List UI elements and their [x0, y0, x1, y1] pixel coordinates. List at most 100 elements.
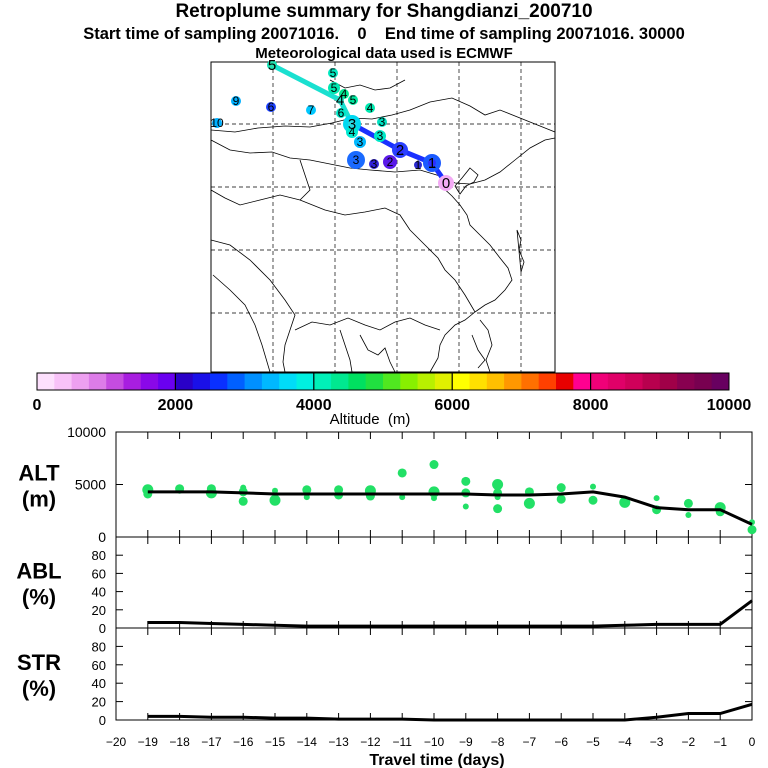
- trajectory-day-label: 3: [348, 116, 356, 133]
- trajectory-day-label: 2: [396, 142, 404, 159]
- cluster-label: 3: [371, 157, 378, 171]
- x-tick-label: −10: [424, 735, 445, 749]
- trajectory-day-marker: [336, 96, 344, 104]
- cluster-marker: [374, 130, 386, 142]
- trajectory-day-label: 1: [428, 155, 436, 172]
- colorbar-cell: [37, 373, 55, 390]
- colorbar-tick-label: 0: [33, 397, 42, 414]
- y-tick-label: 0: [98, 529, 106, 545]
- y-tick-label: 40: [92, 676, 106, 691]
- cluster-altitude-point: [683, 498, 693, 508]
- cluster-altitude-point: [619, 496, 631, 508]
- colorbar-cell: [106, 373, 124, 390]
- cluster-label: 3: [353, 153, 360, 167]
- colorbar-cell: [642, 373, 661, 390]
- colorbar-cell: [261, 373, 280, 390]
- cluster-label: 5: [331, 81, 338, 95]
- cluster-altitude-point: [685, 511, 692, 518]
- cluster-altitude-point: [272, 487, 278, 494]
- trajectory-day-label: 5: [268, 57, 276, 74]
- cluster-label: 4: [367, 101, 374, 115]
- colorbar-cell: [365, 373, 384, 390]
- cluster-altitude-point: [523, 497, 535, 509]
- cluster-altitude-point: [590, 483, 596, 490]
- cluster-label: 4: [349, 125, 356, 139]
- abl-panel: 0 20 40 60 80 ABL(%): [16, 536, 753, 636]
- coastline-borders: [210, 79, 556, 373]
- y-tick-label: 40: [92, 585, 106, 600]
- map-panel: 011223333344445556678910012345: [210, 57, 556, 373]
- y-tick-label: 80: [92, 548, 106, 563]
- cluster-altitude-point: [653, 495, 660, 502]
- colorbar-cell: [694, 373, 713, 390]
- cluster-altitude-point: [462, 503, 469, 510]
- series-line: [147, 702, 753, 722]
- colorbar-cell: [538, 373, 557, 390]
- x-tick-label: −3: [650, 735, 664, 749]
- colorbar-cell: [192, 373, 211, 390]
- cluster-altitude-point: [269, 494, 281, 506]
- sampling-time-subtitle: Start time of sampling 20071016. 0 End t…: [83, 25, 685, 43]
- cluster-label: 3: [379, 115, 386, 129]
- colorbar-cell: [140, 373, 159, 390]
- colorbar-cell: [486, 373, 505, 390]
- chart-title: Retroplume summary for Shangdianzi_20071…: [175, 1, 593, 22]
- colorbar-cell: [54, 373, 73, 390]
- x-tick-label: −8: [491, 735, 505, 749]
- x-tick-label: −11: [392, 735, 412, 749]
- x-tick-label: −19: [138, 735, 159, 749]
- cluster-label: 3: [357, 135, 364, 149]
- cluster-label: 1: [415, 158, 422, 172]
- x-tick-label: −5: [586, 735, 600, 749]
- colorbar-cell: [71, 373, 90, 390]
- x-tick-label: −13: [328, 735, 349, 749]
- colorbar-label: Altitude (m): [330, 411, 411, 428]
- cluster-marker: [346, 126, 358, 138]
- cluster-label: 7: [308, 103, 315, 117]
- cluster-marker: [231, 96, 241, 106]
- cluster-label: 5: [350, 93, 357, 107]
- cluster-altitude-point: [556, 494, 566, 504]
- panel-ylabel-bottom: (m): [22, 487, 56, 512]
- colorbar-cell: [331, 373, 349, 390]
- x-tick-label: −12: [360, 735, 381, 749]
- y-tick-label: 60: [92, 566, 106, 581]
- y-tick-label: 60: [92, 658, 106, 673]
- cluster-altitude-point: [492, 479, 504, 490]
- cluster-marker: [354, 136, 366, 148]
- x-tick-label: −4: [618, 735, 632, 749]
- trajectory-day-marker: [348, 120, 356, 128]
- colorbar-tick-label: 6000: [434, 397, 470, 414]
- cluster-altitude-point: [588, 495, 598, 505]
- colorbar-tick-label: 2000: [158, 397, 194, 414]
- x-tick-label: −9: [459, 735, 473, 749]
- series-line: [147, 599, 753, 628]
- x-axis-label: Travel time (days): [369, 752, 504, 768]
- x-tick-label: −6: [554, 735, 568, 749]
- colorbar-cell: [348, 373, 367, 390]
- trajectory-day-marker: [428, 159, 436, 167]
- colorbar-cell: [88, 373, 107, 390]
- cluster-label: 6: [268, 100, 275, 114]
- cluster-altitude-point: [493, 504, 503, 514]
- panel-ylabel-top: ABL: [16, 559, 61, 584]
- cluster-altitude-point: [399, 494, 406, 501]
- cluster-label: 6: [338, 106, 345, 120]
- cluster-label: 3: [377, 129, 384, 143]
- colorbar-cell: [123, 373, 142, 390]
- cluster-marker: [414, 161, 422, 169]
- colorbar-cell: [607, 373, 626, 390]
- map-frame: [210, 61, 556, 373]
- series-line: [147, 490, 753, 526]
- colorbar-cell: [434, 373, 453, 390]
- colorbar-tick-label: 8000: [573, 397, 609, 414]
- colorbar-cell: [625, 373, 643, 390]
- cluster-marker: [347, 151, 365, 169]
- colorbar-tick-label: 10000: [707, 397, 752, 414]
- x-tick-label: −17: [201, 735, 222, 749]
- colorbar-cell: [417, 373, 436, 390]
- y-tick-label: 0: [99, 713, 106, 728]
- colorbar-cell: [711, 373, 730, 390]
- cluster-altitude-point: [461, 476, 471, 486]
- colorbar-cell: [244, 373, 263, 390]
